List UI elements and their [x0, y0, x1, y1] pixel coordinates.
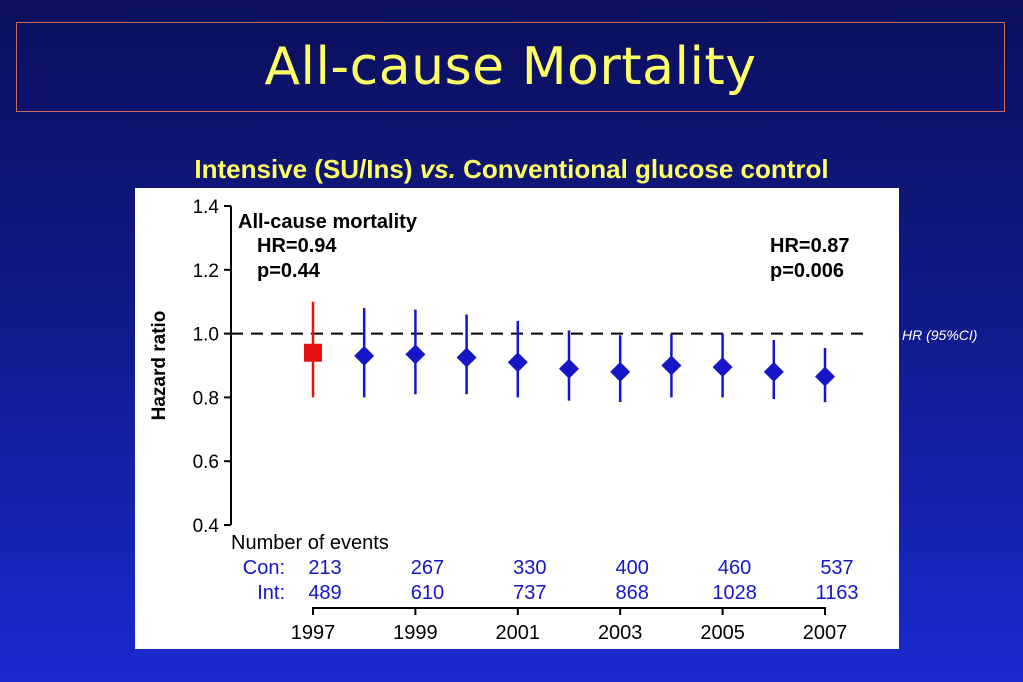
point-2004: [661, 355, 682, 376]
x-tick-label-4: 2005: [700, 622, 745, 644]
events-int-1997: 489: [308, 582, 341, 604]
x-tick-label-1: 1999: [393, 622, 438, 644]
point-1997: [304, 343, 322, 362]
slide-subtitle: Intensive (SU/Ins) vs. Conventional gluc…: [0, 154, 1023, 185]
events-int-1999: 610: [411, 582, 444, 604]
subtitle-vs: vs.: [419, 154, 456, 184]
events-heading: Number of events: [231, 532, 389, 554]
y-axis-label: Hazard ratio: [149, 311, 170, 421]
annotation-left-hr: HR=0.94: [257, 235, 337, 257]
point-2001: [507, 352, 528, 373]
chart-svg: 1.4 1.2 1.0 0.8 0.6 0.4 Hazard ratio All-cause …: [149, 197, 871, 644]
events-con-2001: 330: [513, 557, 546, 579]
slide-title: All-cause Mortality: [264, 37, 757, 97]
point-1998: [354, 345, 375, 366]
events-con-1999: 267: [411, 557, 444, 579]
point-2006: [763, 361, 784, 382]
y-tick-label-5: 0.4: [193, 516, 220, 537]
x-tick-label-3: 2003: [598, 622, 643, 644]
events-int-2001: 737: [513, 582, 546, 604]
events-con-label: Con:: [243, 557, 285, 579]
events-con-2005: 460: [718, 557, 751, 579]
x-tick-label-0: 1997: [291, 622, 336, 644]
point-2003: [610, 361, 631, 382]
subtitle-part-2: Conventional glucose control: [455, 154, 829, 184]
y-tick-label-3: 0.8: [193, 388, 219, 409]
y-tick-label-0: 1.4: [193, 197, 220, 218]
annotation-right-hr: HR=0.87: [770, 235, 850, 257]
chart-panel: 1.4 1.2 1.0 0.8 0.6 0.4 Hazard ratio All-cause …: [135, 188, 899, 649]
side-note: HR (95%CI): [902, 327, 978, 343]
point-1999: [405, 344, 426, 365]
title-box: All-cause Mortality: [16, 22, 1005, 112]
panel-title: All-cause mortality: [238, 211, 418, 233]
events-con-2007: 537: [820, 557, 853, 579]
subtitle-part-1: Intensive (SU/Ins): [194, 154, 420, 184]
y-tick-label-1: 1.2: [193, 261, 219, 282]
events-int-2003: 868: [616, 582, 649, 604]
y-tick-label-2: 1.0: [193, 325, 219, 346]
events-int-label: Int:: [257, 582, 285, 604]
annotation-left-p: p=0.44: [257, 260, 321, 282]
point-2005: [712, 357, 733, 378]
x-tick-label-5: 2007: [803, 622, 848, 644]
point-2002: [559, 358, 579, 379]
events-con-2003: 400: [616, 557, 649, 579]
y-tick-label-4: 0.6: [193, 452, 219, 473]
events-con-1997: 213: [308, 557, 341, 579]
events-int-2007: 1163: [815, 582, 858, 604]
annotation-right-p: p=0.006: [770, 260, 844, 282]
point-2000: [456, 347, 477, 368]
point-2007: [815, 366, 835, 387]
events-int-2005: 1028: [712, 582, 757, 604]
x-tick-label-2: 2001: [496, 622, 541, 644]
